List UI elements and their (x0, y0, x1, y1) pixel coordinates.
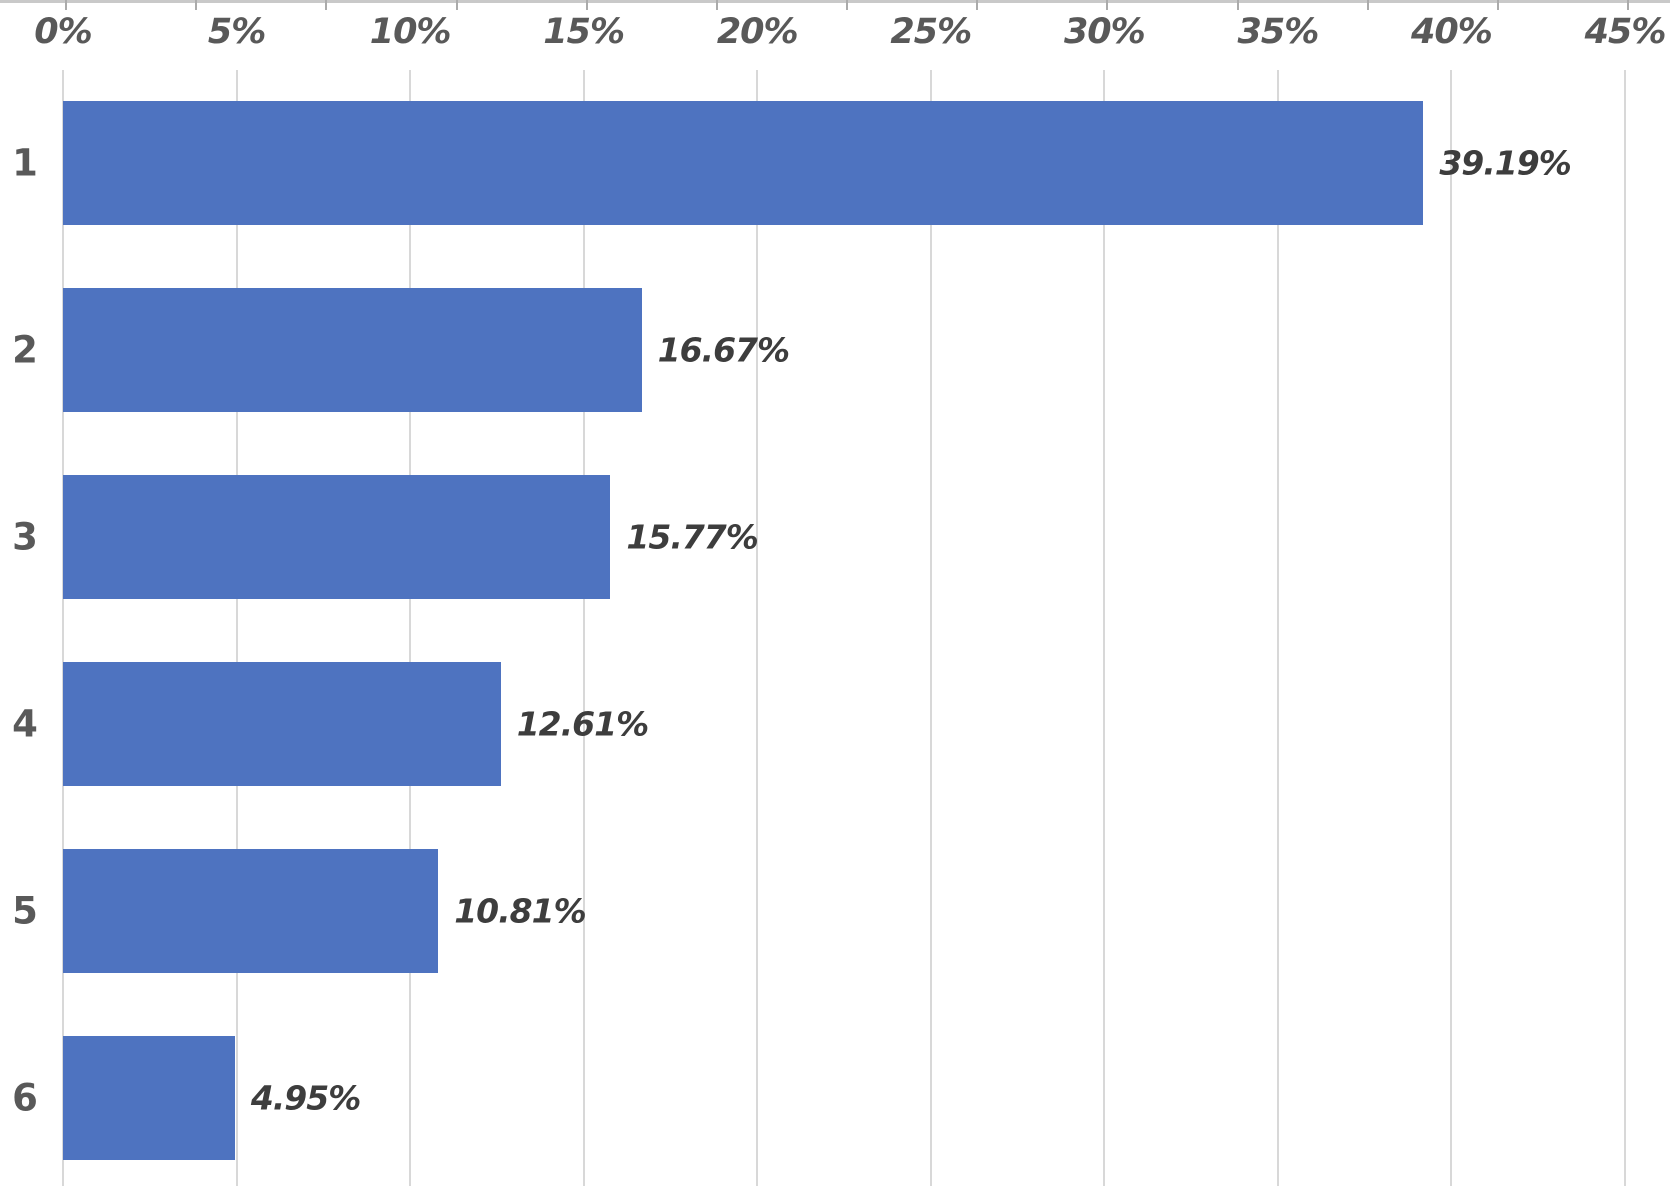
gridline (1103, 70, 1106, 1186)
x-axis-tick-label: 35% (1237, 12, 1319, 52)
gridline (1276, 70, 1279, 1186)
bar-category-6 (63, 1036, 235, 1160)
gridline (1450, 70, 1453, 1186)
category-label: 3 (12, 515, 38, 559)
worksheet-column-tick (846, 0, 849, 10)
worksheet-column-tick (1366, 0, 1369, 10)
x-axis-tick-label: 40% (1411, 12, 1493, 52)
value-label: 4.95% (250, 1078, 361, 1118)
worksheet-column-tick (1106, 0, 1109, 10)
value-label: 12.61% (516, 704, 649, 744)
x-axis-tick-label: 45% (1584, 12, 1667, 52)
bar-category-3 (63, 475, 611, 599)
gridline (929, 70, 932, 1186)
value-label: 15.77% (626, 517, 758, 557)
worksheet-top-border (0, 0, 1670, 3)
category-label: 4 (12, 702, 38, 746)
worksheet-column-tick (585, 0, 588, 10)
x-axis-tick-label: 25% (890, 12, 972, 52)
x-axis-tick-label: 30% (1063, 12, 1146, 52)
value-label: 39.19% (1439, 143, 1571, 183)
x-axis-tick-label: 5% (207, 12, 266, 52)
x-axis-tick-label: 15% (543, 12, 625, 52)
category-label: 2 (12, 328, 38, 372)
category-label: 5 (12, 889, 38, 933)
value-label: 16.67% (657, 330, 790, 370)
bar-category-2 (63, 288, 642, 412)
gridline (756, 70, 759, 1186)
worksheet-column-tick (65, 0, 67, 10)
category-label: 6 (12, 1076, 38, 1120)
worksheet-column-tick (195, 0, 198, 10)
plot-area: 39.19% 16.67% 15.77% 12.61% 10.81% 4.95% (62, 70, 1626, 1186)
worksheet-column-tick (976, 0, 979, 10)
worksheet-column-tick (1627, 0, 1630, 10)
x-axis-tick-label: 0% (34, 12, 92, 52)
worksheet-column-tick (715, 0, 718, 10)
gridline (62, 70, 64, 1186)
worksheet-column-tick (1236, 0, 1239, 10)
gridline (409, 70, 412, 1186)
x-axis-tick-label: 10% (369, 12, 452, 52)
bar-category-4 (63, 662, 501, 786)
bar-category-5 (63, 849, 439, 973)
worksheet-column-tick (455, 0, 458, 10)
gridline (582, 70, 585, 1186)
bar-category-1 (63, 101, 1424, 225)
gridline (235, 70, 238, 1186)
category-label: 1 (12, 141, 38, 185)
x-axis-tick-label: 20% (716, 12, 799, 52)
gridline (1624, 70, 1626, 1186)
worksheet-column-tick (325, 0, 328, 10)
value-label: 10.81% (454, 891, 586, 931)
worksheet-column-tick (1496, 0, 1499, 10)
